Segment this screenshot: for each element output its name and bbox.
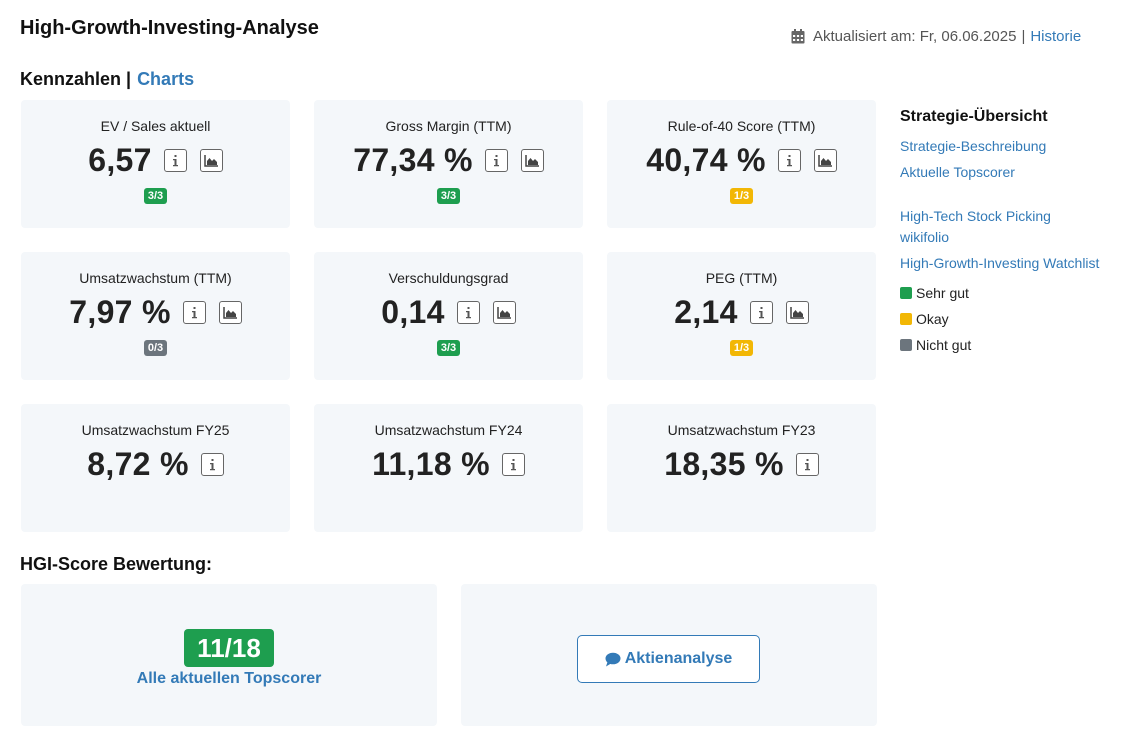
- metric-card: Verschuldungsgrad 0,14 3/3: [314, 252, 583, 380]
- metric-value-row: 11,18 %: [314, 445, 583, 483]
- metric-card: EV / Sales aktuell 6,57 3/3: [21, 100, 290, 228]
- metric-value: 6,57: [88, 141, 152, 178]
- sidebar-link-strategy-description[interactable]: Strategie-Beschreibung: [900, 138, 1047, 154]
- info-icon[interactable]: [749, 300, 773, 324]
- page-title: High-Growth-Investing-Analyse: [20, 17, 319, 39]
- area-chart-icon[interactable]: [520, 148, 544, 172]
- metric-label: Umsatzwachstum FY23: [667, 422, 816, 438]
- legend-swatch: [900, 286, 912, 299]
- info-icon[interactable]: [163, 148, 187, 172]
- info-icon[interactable]: [484, 148, 508, 172]
- metric-value-row: 7,97 %: [21, 293, 290, 331]
- rating-badge: 3/3: [436, 188, 461, 204]
- legend-item-bad: Nicht gut: [900, 335, 1100, 354]
- tab-charts[interactable]: Charts: [137, 69, 195, 89]
- score-heading: HGI-Score Bewertung:: [20, 554, 213, 574]
- sidebar-link-watchlist[interactable]: High-Growth-Investing Watchlist: [900, 255, 1100, 271]
- info-icon[interactable]: [795, 452, 819, 476]
- metric-value: 11,18 %: [372, 445, 490, 482]
- metric-value: 8,72 %: [87, 445, 189, 482]
- hgi-score-badge: 11/18: [184, 629, 274, 667]
- metric-value-row: 0,14: [314, 293, 583, 331]
- metric-label: EV / Sales aktuell: [100, 118, 211, 134]
- analysis-card: Aktienanalyse: [461, 584, 877, 726]
- metric-label: Verschuldungsgrad: [388, 270, 509, 286]
- sidebar-link-wikifolio[interactable]: High-Tech Stock Picking wikifolio: [900, 208, 1051, 245]
- legend-item-good: Sehr gut: [900, 283, 1100, 302]
- tab-kennzahlen[interactable]: Kennzahlen: [20, 69, 122, 89]
- info-icon[interactable]: [501, 452, 525, 476]
- metric-value: 77,34 %: [353, 141, 473, 178]
- updated-date: Aktualisiert am: Fr, 06.06.2025: [813, 28, 1017, 45]
- legend-label: Sehr gut: [916, 284, 969, 301]
- sidebar-heading: Strategie-Übersicht: [900, 108, 1048, 125]
- area-chart-icon[interactable]: [813, 148, 837, 172]
- metric-card: Gross Margin (TTM) 77,34 % 3/3: [314, 100, 583, 228]
- metric-value: 2,14: [674, 293, 738, 330]
- metric-value-row: 6,57: [21, 141, 290, 179]
- rating-badge: 1/3: [729, 340, 754, 356]
- metric-value-row: 77,34 %: [314, 141, 583, 179]
- metric-value-row: 18,35 %: [607, 445, 876, 483]
- section-tabs: Kennzahlen | Charts: [20, 69, 194, 90]
- calendar-icon: [791, 29, 805, 44]
- metric-card: Umsatzwachstum FY25 8,72 %: [21, 404, 290, 532]
- history-link[interactable]: Historie: [1030, 28, 1082, 45]
- update-info: Aktualisiert am: Fr, 06.06.2025 | Histor…: [791, 28, 1081, 45]
- stock-analysis-button[interactable]: Aktienanalyse: [577, 635, 760, 683]
- tab-separator: |: [126, 69, 132, 89]
- legend-item-okay: Okay: [900, 309, 1100, 328]
- area-chart-icon[interactable]: [199, 148, 223, 172]
- all-topscorers-link[interactable]: Alle aktuellen Topscorer: [136, 670, 322, 687]
- metric-value-row: 2,14: [607, 293, 876, 331]
- rating-badge: 3/3: [436, 340, 461, 356]
- metric-label: Umsatzwachstum FY25: [81, 422, 230, 438]
- metric-label: PEG (TTM): [705, 270, 778, 286]
- metric-value: 40,74 %: [646, 141, 766, 178]
- area-chart-icon[interactable]: [218, 300, 242, 324]
- metric-card: Umsatzwachstum FY23 18,35 %: [607, 404, 876, 532]
- metric-label: Umsatzwachstum (TTM): [79, 270, 232, 286]
- legend-label: Nicht gut: [916, 336, 972, 353]
- metric-value: 0,14: [381, 293, 445, 330]
- metric-label: Gross Margin (TTM): [385, 118, 512, 134]
- legend-label: Okay: [916, 310, 949, 327]
- rating-badge: 1/3: [729, 188, 754, 204]
- info-icon[interactable]: [777, 148, 801, 172]
- info-icon[interactable]: [200, 452, 224, 476]
- stock-analysis-label: Aktienanalyse: [624, 650, 733, 667]
- info-icon[interactable]: [456, 300, 480, 324]
- metric-card: Rule-of-40 Score (TTM) 40,74 % 1/3: [607, 100, 876, 228]
- sidebar-link-current-topscorers[interactable]: Aktuelle Topscorer: [900, 164, 1015, 180]
- metric-value: 7,97 %: [69, 293, 171, 330]
- comment-icon: [605, 652, 621, 666]
- area-chart-icon[interactable]: [492, 300, 516, 324]
- rating-badge: 3/3: [143, 188, 168, 204]
- metric-label: Rule-of-40 Score (TTM): [667, 118, 816, 134]
- rating-badge: 0/3: [143, 340, 168, 356]
- info-icon[interactable]: [182, 300, 206, 324]
- metric-label: Umsatzwachstum FY24: [374, 422, 523, 438]
- separator: |: [1021, 28, 1026, 45]
- metric-value-row: 40,74 %: [607, 141, 876, 179]
- metric-card: Umsatzwachstum FY24 11,18 %: [314, 404, 583, 532]
- metric-card: PEG (TTM) 2,14 1/3: [607, 252, 876, 380]
- area-chart-icon[interactable]: [785, 300, 809, 324]
- legend-swatch: [900, 312, 912, 325]
- legend-swatch: [900, 338, 912, 351]
- strategy-sidebar: Strategie-Übersicht Strategie-Beschreibu…: [900, 108, 1100, 361]
- metric-value: 18,35 %: [664, 445, 784, 482]
- score-card: 11/18 Alle aktuellen Topscorer: [21, 584, 437, 726]
- metric-card: Umsatzwachstum (TTM) 7,97 % 0/3: [21, 252, 290, 380]
- metric-value-row: 8,72 %: [21, 445, 290, 483]
